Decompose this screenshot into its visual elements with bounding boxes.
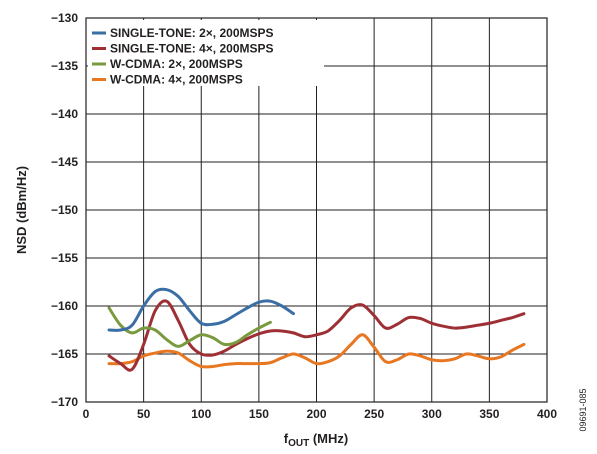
legend-label: W-CDMA: 2×, 200MSPS (110, 57, 243, 71)
y-tick-label: −135 (51, 59, 78, 73)
x-tick-label: 250 (364, 407, 384, 421)
x-tick-label: 150 (249, 407, 269, 421)
legend: SINGLE-TONE: 2×, 200MSPS SINGLE-TONE: 4×,… (92, 26, 274, 87)
series-line (107, 306, 272, 348)
y-tick-label: −150 (51, 203, 78, 217)
x-tick-label: 300 (422, 407, 442, 421)
series-line (107, 287, 295, 332)
series-line (107, 299, 526, 372)
x-tick-label: 400 (537, 407, 557, 421)
y-tick-label: −165 (51, 347, 78, 361)
x-axis-label-main: f (284, 431, 289, 446)
series-lines (107, 287, 526, 372)
y-tick-label: −140 (51, 107, 78, 121)
x-tick-label: 50 (137, 407, 151, 421)
x-tick-labels: 0 50 100 150 200 250 300 350 400 (83, 407, 558, 421)
y-tick-label: −155 (51, 251, 78, 265)
series-line (107, 333, 526, 369)
x-axis-label-sub: OUT (288, 438, 309, 449)
legend-label: SINGLE-TONE: 4×, 200MSPS (110, 42, 274, 56)
x-tick-label: 0 (83, 407, 90, 421)
y-tick-label: −170 (51, 395, 78, 409)
y-tick-label: −130 (51, 11, 78, 25)
x-tick-label: 100 (191, 407, 211, 421)
x-tick-label: 350 (479, 407, 499, 421)
x-axis-label-unit: (MHz) (309, 431, 348, 446)
y-axis-label: NSD (dBm/Hz) (14, 166, 29, 254)
plot-frame (85, 17, 548, 403)
legend-label: W-CDMA: 4×, 200MSPS (110, 73, 243, 87)
figure-note: 09691-085 (578, 388, 588, 431)
y-tick-label: −160 (51, 299, 78, 313)
x-tick-label: 200 (306, 407, 326, 421)
legend-label: SINGLE-TONE: 2×, 200MSPS (110, 26, 274, 40)
legend-box (88, 20, 324, 86)
y-tick-labels: −130 −135 −140 −145 −150 −155 −160 −165 −170 (51, 11, 78, 409)
x-axis-label: fOUT (MHz) (284, 431, 348, 449)
y-tick-label: −145 (51, 155, 78, 169)
